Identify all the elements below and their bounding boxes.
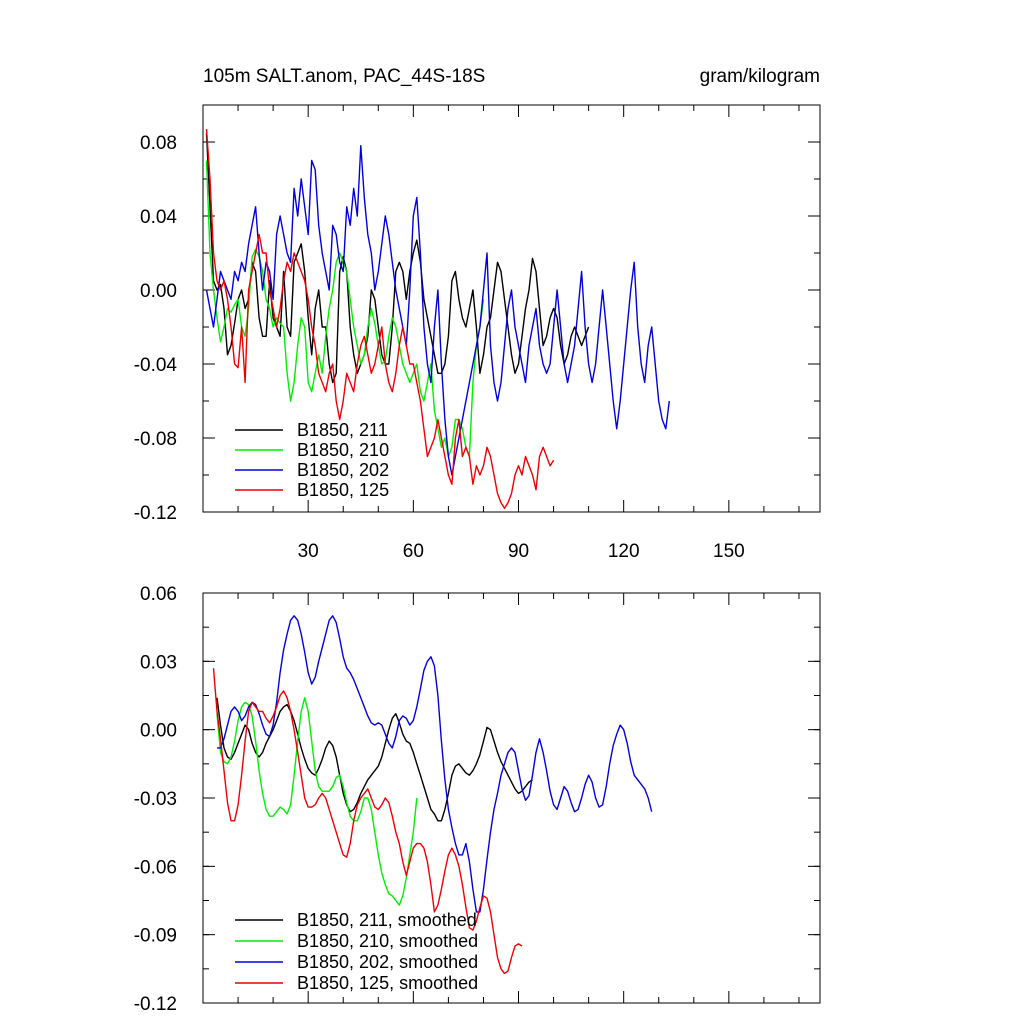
legend-label-3: B1850, 202, smoothed: [297, 952, 478, 972]
legend-label-3: B1850, 202: [297, 460, 389, 480]
bottom-axes: 0.06 0.03 0.00 -0.03 -0.06 -0.09 -0.12: [134, 584, 821, 1015]
top-panel: 105m SALT.anom, PAC_44S-18S gram/kilogra…: [134, 66, 821, 562]
plot-frame: [202, 104, 821, 513]
x-tick-label: 90: [508, 541, 529, 562]
x-tick-label: 120: [608, 541, 640, 562]
chart-units: gram/kilogram: [700, 66, 820, 87]
y-tick-label: -0.09: [134, 926, 177, 947]
series-line-2: [216, 697, 418, 906]
series-line-4: [205, 129, 555, 509]
y-tick-label: 0.04: [140, 207, 177, 228]
y-tick-label: -0.12: [134, 994, 177, 1015]
series-line-3: [205, 144, 670, 476]
legend-label-4: B1850, 125: [297, 480, 389, 500]
x-tick-label: 30: [298, 541, 319, 562]
chart-title: 105m SALT.anom, PAC_44S-18S: [203, 66, 485, 87]
legend-label-2: B1850, 210: [297, 440, 389, 460]
legend-label-4: B1850, 125, smoothed: [297, 973, 478, 993]
series-line-1: [205, 132, 590, 384]
y-tick-label: 0.00: [140, 721, 177, 742]
top-series-group: [205, 129, 670, 509]
legend-label-1: B1850, 211, smoothed: [297, 910, 477, 930]
legend-label-2: B1850, 210, smoothed: [297, 931, 478, 951]
x-tick-label: 60: [403, 541, 424, 562]
y-tick-label: -0.08: [134, 429, 177, 450]
y-tick-label: -0.04: [134, 355, 178, 376]
y-tick-label: -0.03: [134, 789, 177, 810]
y-tick-label: 0.08: [140, 133, 177, 154]
bottom-series-group: [212, 615, 653, 975]
top-axes: 0.08 0.04 0.00 -0.04 -0.08 -0.12 30 60 90 120 150: [134, 104, 821, 562]
y-tick-label: -0.06: [134, 857, 177, 878]
series-line-4: [212, 668, 523, 975]
x-tick-label: 150: [713, 541, 745, 562]
bottom-panel: 0.06 0.03 0.00 -0.03 -0.06 -0.09 -0.12 B1850, …: [134, 584, 821, 1015]
series-line-3: [217, 615, 653, 913]
y-tick-label: -0.12: [134, 503, 177, 524]
y-tick-label: 0.03: [140, 652, 177, 673]
y-tick-label: 0.06: [140, 584, 177, 605]
y-tick-label: 0.00: [140, 281, 177, 302]
legend-label-1: B1850, 211: [297, 420, 388, 440]
